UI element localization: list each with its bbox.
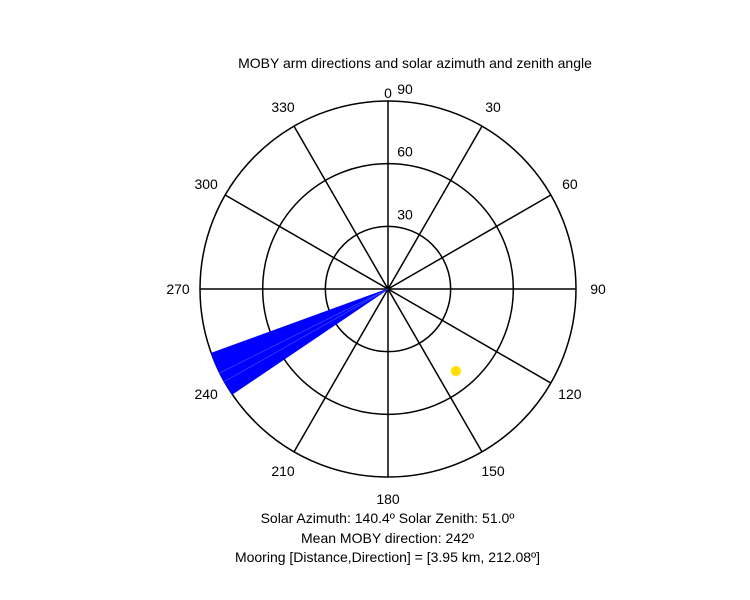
zenith-label-90: 90 <box>397 81 413 97</box>
moby-arm-directions <box>210 288 389 395</box>
mooring-text: Mooring [Distance,Direction] = [3.95 km,… <box>234 549 541 565</box>
zenith-tick-labels: 30 60 90 <box>397 81 413 222</box>
azimuth-label-210: 210 <box>271 463 295 479</box>
solar-angles-text: Solar Azimuth: 140.4º Solar Zenith: 51.0… <box>260 510 515 526</box>
azimuth-label-60: 60 <box>562 176 578 192</box>
spoke-330 <box>293 125 389 290</box>
mean-direction-text: Mean MOBY direction: 242º <box>301 530 474 546</box>
azimuth-label-0: 0 <box>384 85 392 101</box>
azimuth-tick-labels: 0 30 60 90 120 150 180 210 240 270 300 330 <box>166 85 606 507</box>
chart-title: MOBY arm directions and solar azimuth an… <box>238 55 592 71</box>
sun-marker <box>450 365 462 377</box>
azimuth-label-120: 120 <box>558 386 582 402</box>
spoke-120 <box>387 288 552 384</box>
azimuth-label-30: 30 <box>485 99 501 115</box>
moby-arm-line-1 <box>219 288 389 374</box>
moby-arm-line-0 <box>224 288 389 382</box>
azimuth-label-180: 180 <box>376 491 400 507</box>
zenith-label-60: 60 <box>397 144 413 160</box>
spoke-60 <box>387 194 552 290</box>
spoke-30 <box>387 125 483 290</box>
spoke-300 <box>224 194 389 290</box>
sun-marker-group <box>450 365 462 377</box>
azimuth-label-300: 300 <box>194 176 218 192</box>
azimuth-label-90: 90 <box>590 281 606 297</box>
azimuth-label-270: 270 <box>166 281 190 297</box>
zenith-label-30: 30 <box>397 206 413 222</box>
spoke-150 <box>387 288 483 453</box>
azimuth-label-150: 150 <box>481 463 505 479</box>
moby-arm-wedge <box>210 288 389 395</box>
spoke-210 <box>293 288 389 453</box>
azimuth-label-240: 240 <box>194 386 218 402</box>
azimuth-label-330: 330 <box>271 99 295 115</box>
